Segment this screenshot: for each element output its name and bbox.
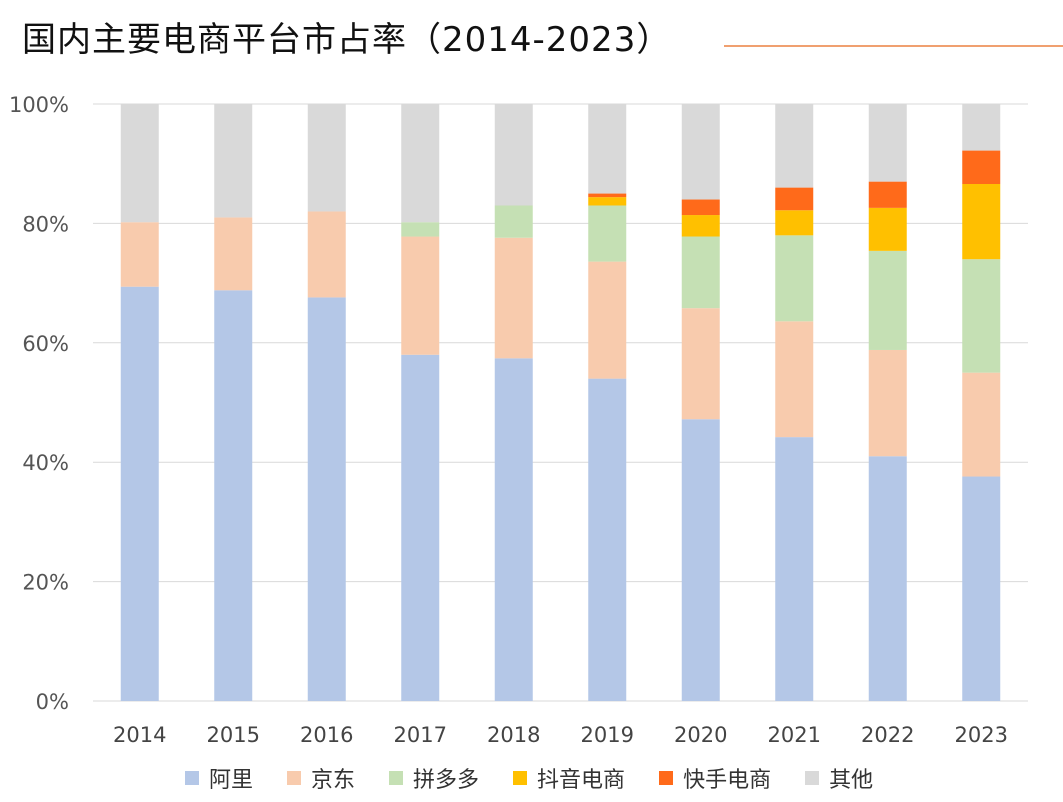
bar-segment [588,193,627,198]
bar-segment [588,197,627,206]
chart-title: 国内主要电商平台市占率（2014-2023） [22,20,672,60]
bar-segment [307,297,346,701]
x-tick-label: 2021 [768,723,821,747]
bar-segment [775,104,814,188]
legend-item: 阿里 [185,762,253,794]
bar-segment [494,358,533,701]
bar-segment [962,183,1001,260]
stacked-bar-chart: 0% 20% 40% 60% 80% 100% 2014 2015 2016 2017 2018 20… [9,93,1028,747]
x-tick-label: 2014 [113,723,166,747]
x-tick-label: 2022 [861,723,914,747]
bar-segment [868,250,907,350]
y-tick-label: 60% [22,332,69,356]
y-tick-label: 40% [22,451,69,475]
bar-segment [681,236,720,309]
legend-label: 阿里 [209,768,254,793]
x-tick-label: 2015 [207,723,260,747]
bar-segment [588,104,627,194]
legend-swatch [185,771,199,785]
legend-swatch [659,771,674,785]
x-tick-label: 2020 [674,723,727,747]
legend-swatch [389,771,404,785]
x-tick-label: 2023 [955,723,1008,747]
bar-segment [775,210,814,236]
bar-segment [775,187,814,211]
bar-segment [214,104,253,218]
bar-segment [775,437,814,701]
bar-segment [681,199,720,216]
legend-label: 抖音电商 [537,768,626,793]
bar-segment [962,104,1001,151]
bar-segment [681,308,720,420]
legend-swatch [287,771,302,785]
bar-segment [868,181,907,208]
bar-segment [588,378,627,701]
legend-item: 快手电商 [659,762,771,794]
x-tick-label: 2016 [300,723,353,747]
bar-segment [307,211,346,298]
bar-segment [307,104,346,212]
bar-segment [868,104,907,182]
bar-segment [120,222,159,287]
y-tick-label: 20% [22,571,69,595]
bar-segment [588,261,627,379]
chart-legend: 阿里 京东 拼多多 抖音电商 快手电商 其他 [185,762,873,794]
y-tick-label: 100% [9,93,69,117]
bar-segment [401,222,440,237]
bar-segment [214,217,253,291]
bar-segment [962,372,1001,477]
bar-segment [494,205,533,238]
bar-segment [214,290,253,701]
bar-segment [962,150,1001,184]
legend-label: 拼多多 [413,768,480,793]
title-divider [724,45,1063,47]
bar-segment [775,235,814,322]
bar-segment [962,259,1001,373]
bar-segment [401,354,440,701]
bar-segment [868,207,907,251]
bar-segment [120,104,159,223]
legend-swatch [513,771,528,785]
legend-label: 快手电商 [683,768,772,793]
bar-segment [681,419,720,701]
bar-segment [401,236,440,355]
legend-item: 其他 [805,762,873,794]
y-tick-label: 80% [22,212,69,236]
bar-segment [494,104,533,206]
bar-segment [681,215,720,237]
bar-segment [868,456,907,701]
bar-segment [120,286,159,701]
bar-segment [775,321,814,438]
bar-segment [401,104,440,223]
bar-segment [681,104,720,200]
legend-swatch [805,771,820,785]
bar-segment [962,476,1001,701]
bar-segment [868,349,907,457]
bar-segment [588,205,627,262]
legend-label: 其他 [829,768,874,793]
legend-item: 拼多多 [389,762,479,794]
x-tick-label: 2017 [394,723,447,747]
bar-segment [494,237,533,359]
legend-item: 抖音电商 [513,762,625,794]
legend-item: 京东 [287,762,355,794]
y-tick-label: 0% [36,690,69,714]
x-tick-label: 2019 [581,723,634,747]
x-tick-label: 2018 [487,723,540,747]
legend-label: 京东 [311,768,356,793]
